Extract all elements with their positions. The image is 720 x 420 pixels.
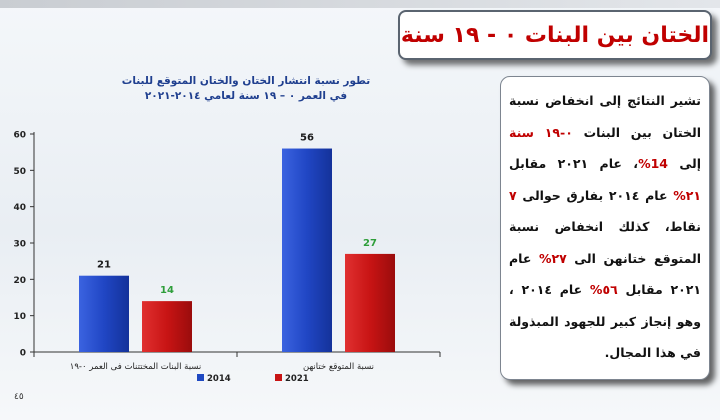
data-label: 14 bbox=[160, 285, 174, 296]
summary-part-12: عام ٢٠١٤ ، وهو إنجاز كبير للجهود المبذول… bbox=[509, 282, 701, 360]
legend-label: 2014 bbox=[207, 374, 231, 384]
summary-part-4: ، عام ٢٠٢١ مقابل bbox=[509, 156, 639, 171]
top-decor-bar bbox=[0, 0, 720, 8]
y-tick-label: 0 bbox=[20, 349, 26, 359]
y-tick-label: 10 bbox=[13, 312, 26, 322]
y-tick-label: 20 bbox=[13, 276, 26, 286]
bar-2014-cat1 bbox=[282, 148, 332, 352]
data-label: 27 bbox=[363, 238, 377, 249]
summary-part-7: ٧ bbox=[509, 187, 517, 203]
legend-swatch-2014 bbox=[197, 374, 204, 381]
summary-part-1: ٠-١٩ سنة bbox=[509, 124, 573, 140]
chart-subtitle: في العمر ٠ – ١٩ سنة لعامي ٢٠١٤-٢٠٢١ bbox=[145, 90, 347, 102]
summary-paragraph: تشير النتائج إلى انخفاض نسبة الختان بين … bbox=[509, 85, 701, 369]
summary-part-2: إلى bbox=[668, 156, 701, 171]
bar-2021-cat0 bbox=[142, 301, 192, 352]
page-title: الختان بين البنات ٠ - ١٩ سنة bbox=[400, 22, 710, 48]
summary-part-6: عام ٢٠١٤ بفارق حوالى bbox=[516, 187, 674, 203]
summary-part-5: ٢١% bbox=[673, 187, 701, 203]
legend-swatch-2021 bbox=[275, 374, 282, 381]
legend-label: 2021 bbox=[285, 374, 309, 384]
summary-part-9: ٢٧% bbox=[538, 250, 567, 266]
category-label: نسبة المتوقع ختانهن bbox=[303, 362, 374, 372]
summary-part-3: 14% bbox=[638, 156, 668, 171]
summary-part-8: نقاط، كذلك انخفاض نسبة المتوقع ختانهن ال… bbox=[509, 219, 701, 266]
y-tick-label: 30 bbox=[13, 240, 26, 250]
page-number: ٤٥ bbox=[14, 392, 24, 402]
chart-title: تطور نسبة انتشار الختان والختان المتوقع … bbox=[122, 75, 370, 87]
summary-part-10: عام ٢٠٢١ مقابل bbox=[509, 250, 701, 298]
y-tick-label: 40 bbox=[13, 203, 26, 213]
data-label: 21 bbox=[97, 260, 111, 271]
y-tick-label: 50 bbox=[13, 167, 26, 177]
summary-part-0: تشير النتائج إلى انخفاض نسبة الختان بين … bbox=[509, 93, 701, 140]
bar-2014-cat0 bbox=[79, 275, 129, 352]
summary-box: تشير النتائج إلى انخفاض نسبة الختان بين … bbox=[500, 76, 710, 380]
bar-chart: تطور نسبة انتشار الختان والختان المتوقع … bbox=[13, 75, 441, 384]
data-label: 56 bbox=[300, 133, 314, 144]
category-label: نسبة البنات المختتنات فى العمر ٠-١٩ bbox=[70, 362, 202, 372]
title-box: الختان بين البنات ٠ - ١٩ سنة bbox=[398, 10, 712, 60]
y-tick-label: 60 bbox=[13, 131, 26, 141]
summary-part-11: ٥٦% bbox=[589, 282, 618, 297]
bar-2021-cat1 bbox=[345, 253, 395, 352]
